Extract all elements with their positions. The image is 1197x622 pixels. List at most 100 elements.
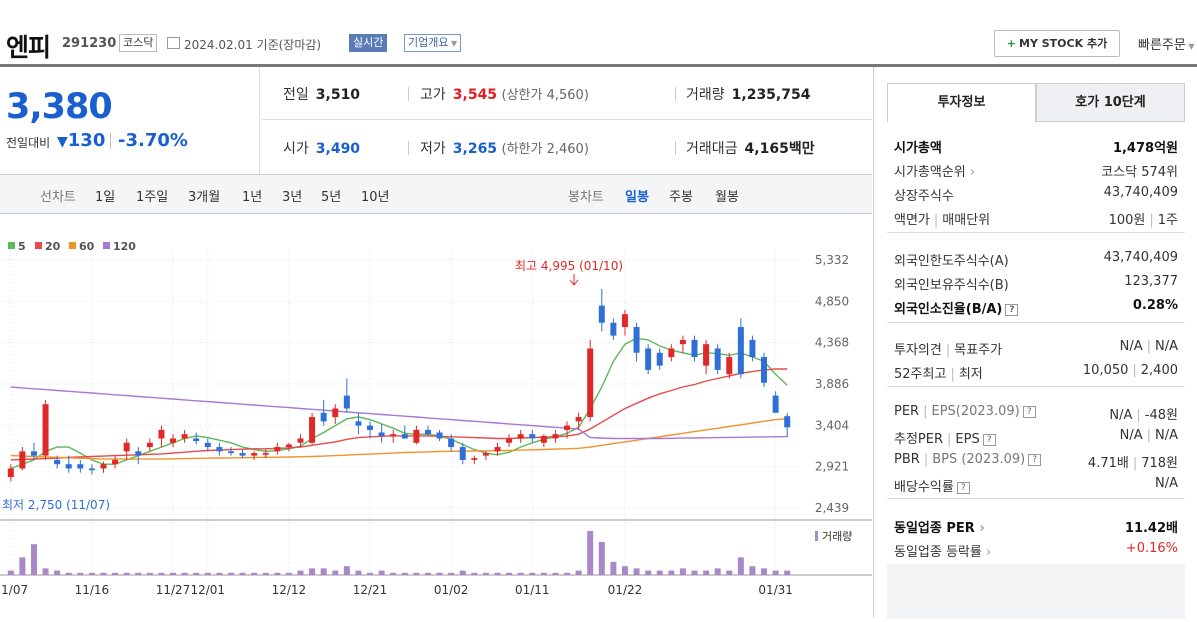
divider — [110, 133, 111, 149]
info-value-text: N/A — [1119, 428, 1143, 443]
volume-bar — [575, 570, 582, 575]
candle-body — [30, 451, 37, 456]
help-icon[interactable]: ? — [956, 482, 970, 494]
tab-invest-info[interactable]: 투자정보 — [887, 83, 1036, 122]
tab-daily[interactable]: 일봉 — [625, 190, 649, 205]
help-icon[interactable]: ? — [1028, 454, 1042, 466]
separator: | — [1146, 428, 1151, 443]
tab-1w[interactable]: 1주일 — [136, 190, 169, 205]
info-key: 액면가 | 매매단위 — [894, 209, 990, 228]
tab-1d[interactable]: 1일 — [95, 190, 116, 205]
help-icon[interactable]: ? — [1022, 406, 1036, 418]
calendar-icon — [167, 37, 180, 49]
volume-bar — [459, 570, 466, 575]
candle-body — [100, 464, 107, 469]
volume-bar — [471, 572, 478, 575]
candle-body — [772, 395, 779, 413]
tab-3m[interactable]: 3개월 — [188, 190, 221, 205]
x-tick-label: 12/21 — [353, 583, 388, 597]
info-value: N/A — [1155, 476, 1178, 491]
volume-bar — [587, 531, 594, 575]
stats-row: 시가 3,490 저가 3,265 (하한가 2,460) 거래대금 4,165백만 — [261, 121, 872, 174]
info-row: 52주최고 | 최저 10,050 | 2,400 — [894, 360, 1178, 382]
volume-bar — [355, 570, 362, 575]
quick-order-dropdown[interactable]: 빠른주문 ▼ — [1138, 34, 1195, 53]
section-divider — [887, 386, 1185, 387]
tab-order-book[interactable]: 호가 10단계 — [1036, 83, 1185, 122]
info-value: 123,377 — [1124, 274, 1178, 289]
realtime-button[interactable]: 실시간 — [349, 34, 388, 52]
info-value-text: +0.16% — [1125, 541, 1178, 556]
candle-body — [309, 417, 316, 443]
candle-body — [158, 429, 165, 439]
divider — [675, 141, 676, 155]
trade-date: 2024.02.01 기준(장마감) — [184, 36, 321, 53]
info-key: 추정PER | EPS? — [894, 428, 996, 447]
candle-body — [320, 412, 327, 422]
info-value: 10,050 | 2,400 — [1083, 363, 1178, 378]
x-tick-label: 12/12 — [272, 583, 307, 597]
candle-body — [506, 438, 513, 443]
tab-5y[interactable]: 5년 — [321, 190, 342, 205]
volume-bar — [598, 542, 605, 575]
volume-bar — [610, 561, 617, 575]
candle-body — [424, 429, 431, 435]
info-key: PER | EPS(2023.09)? — [894, 404, 1036, 419]
info-row: 상장주식수 43,740,409 — [894, 182, 1178, 204]
stock-code: 291230 — [62, 36, 117, 51]
info-value-text: 43,740,409 — [1103, 250, 1178, 265]
info-row: PBR | BPS (2023.09)? 4.71배 | 718원 — [894, 449, 1178, 471]
separator: | — [1132, 456, 1138, 471]
separator: | — [1136, 408, 1141, 423]
info-key-label: PBR — [894, 452, 920, 467]
tab-3y[interactable]: 3년 — [282, 190, 303, 205]
candle-body — [297, 438, 304, 443]
stat-label: 고가 — [420, 87, 446, 103]
tab-weekly[interactable]: 주봉 — [669, 190, 693, 205]
volume-bar — [332, 570, 339, 575]
info-key-label: EPS(2023.09) — [931, 404, 1020, 419]
help-icon[interactable]: ? — [1005, 304, 1019, 316]
info-value: N/A | -48원 — [1109, 404, 1178, 423]
company-info-dropdown[interactable]: 기업개요 ▼ — [404, 34, 462, 52]
candle-body — [54, 459, 61, 465]
volume-bar — [88, 572, 95, 575]
info-row: 투자의견 | 목표주가 N/A | N/A — [894, 336, 1178, 358]
separator: | — [923, 404, 928, 419]
info-value-text: 4.71배 — [1087, 456, 1129, 471]
info-row[interactable]: 동일업종 등락률 › +0.16% — [894, 538, 1178, 560]
low-annotation: 최저 2,750 (11/07) — [2, 498, 110, 512]
volume-legend-swatch — [815, 531, 818, 541]
down-triangle-icon: ▼ — [57, 134, 68, 150]
volume-bar — [621, 566, 628, 575]
tab-1y[interactable]: 1년 — [242, 190, 263, 205]
volume-bar — [77, 572, 84, 575]
volume-bar — [193, 572, 200, 575]
info-row[interactable]: 시가총액순위 › 코스닥 574위 — [894, 158, 1178, 180]
tab-monthly[interactable]: 월봉 — [715, 190, 739, 205]
candle-body — [482, 453, 489, 456]
volume-bar — [158, 572, 165, 575]
volume-bar — [65, 572, 72, 575]
stats-row: 전일 3,510 고가 3,545 (상한가 4,560) 거래량 1,235,754 — [261, 67, 872, 120]
separator: | — [933, 213, 939, 228]
info-key-label: 동일업종 PER — [894, 521, 975, 536]
info-row: PER | EPS(2023.09)? N/A | -48원 — [894, 401, 1178, 423]
tab-10y[interactable]: 10년 — [361, 190, 390, 205]
candle-body — [737, 327, 744, 375]
volume-bar — [378, 570, 385, 575]
info-row[interactable]: 동일업종 PER › 11.42배 — [894, 514, 1178, 536]
my-stock-add-button[interactable]: + MY STOCK 추가 — [994, 30, 1120, 57]
chevron-down-icon: ▼ — [1185, 42, 1195, 51]
y-tick-label: 3,404 — [815, 418, 849, 432]
x-tick-label: 01/31 — [758, 583, 793, 597]
volume-bar — [413, 572, 420, 575]
price-chart[interactable]: 5,332 4,850 4,368 3,886 3,404 2,921 2,439 11/07… — [0, 215, 872, 618]
help-icon[interactable]: ? — [982, 434, 996, 446]
stat-amount: 거래대금 4,165백만 — [686, 138, 815, 158]
volume-bar — [343, 566, 350, 575]
volume-bar — [529, 572, 536, 575]
legend-swatch — [103, 242, 110, 249]
candle-body — [761, 357, 768, 383]
candle-body — [19, 451, 26, 469]
